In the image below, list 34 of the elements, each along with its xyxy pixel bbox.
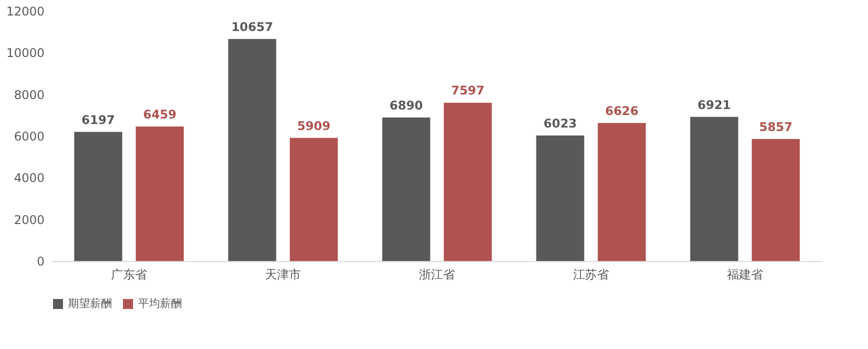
data-label: 6921 xyxy=(697,98,731,112)
data-label: 6626 xyxy=(605,104,639,118)
data-label: 5857 xyxy=(759,120,793,134)
data-label: 5909 xyxy=(297,118,331,133)
y-tick-label: 2000 xyxy=(14,212,44,227)
x-tick-label: 天津市 xyxy=(265,268,301,282)
data-label: 7597 xyxy=(451,84,485,98)
x-tick-label: 浙江省 xyxy=(419,268,455,282)
bar xyxy=(536,136,584,261)
y-tick-label: 4000 xyxy=(14,171,44,186)
y-tick-label: 0 xyxy=(36,254,44,268)
y-tick-label: 12000 xyxy=(6,4,44,18)
bar xyxy=(382,117,430,261)
bar xyxy=(136,126,184,261)
data-label: 6890 xyxy=(389,98,423,112)
bar xyxy=(290,138,338,261)
x-tick-label: 福建省 xyxy=(727,268,763,282)
data-label: 6197 xyxy=(81,112,115,127)
legend-label: 期望薪酬 xyxy=(68,297,112,310)
bar xyxy=(228,38,276,261)
bar xyxy=(690,116,738,261)
y-tick-label: 8000 xyxy=(14,88,44,102)
bar xyxy=(752,138,800,261)
data-label: 6023 xyxy=(543,116,577,131)
data-label: 6459 xyxy=(143,107,177,122)
y-tick-label: 6000 xyxy=(14,130,44,144)
bar xyxy=(598,122,646,261)
y-tick-label: 10000 xyxy=(6,46,44,60)
bar xyxy=(74,132,122,261)
x-tick-label: 江苏省 xyxy=(573,268,609,282)
bar xyxy=(444,102,492,261)
legend-label: 平均薪酬 xyxy=(138,297,182,310)
data-label: 10657 xyxy=(231,20,274,34)
x-tick-label: 广东省 xyxy=(111,268,147,282)
